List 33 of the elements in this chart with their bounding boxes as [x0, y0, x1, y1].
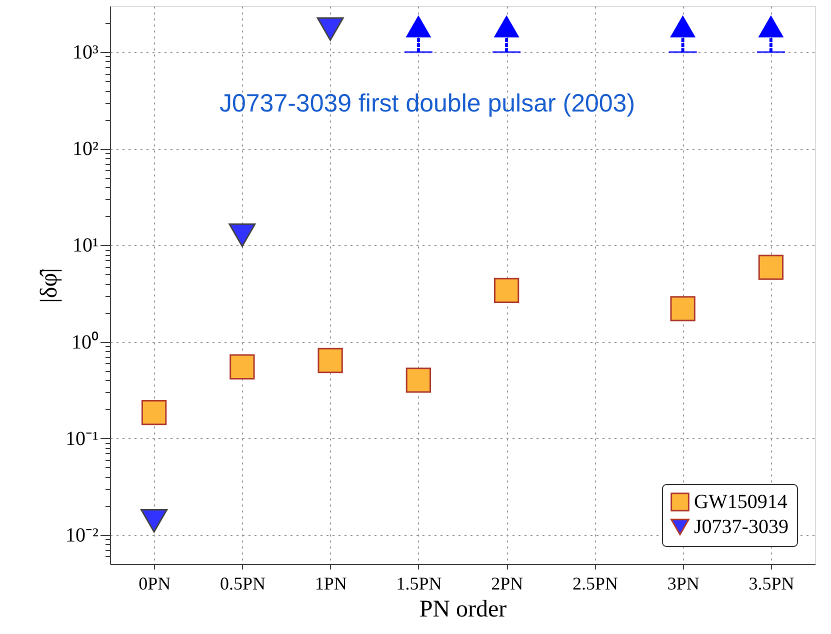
y-tick-label: 10⁻²: [66, 524, 98, 546]
y-tick-label: 10¹: [72, 234, 98, 257]
legend-label: GW150914: [694, 491, 788, 513]
point: [758, 15, 784, 38]
x-tick-label: 1.5PN: [396, 574, 442, 594]
point: [406, 368, 432, 393]
x-tick-label: 0.5PN: [220, 574, 266, 594]
x-axis-title: PN order: [419, 596, 507, 622]
point: [758, 254, 784, 280]
point: [670, 296, 696, 322]
y-tick-label: 10⁻¹: [66, 428, 98, 450]
point: [494, 278, 520, 304]
x-tick-label: 2PN: [491, 574, 524, 594]
x-tick-label: 1PN: [314, 574, 347, 594]
point: [406, 15, 432, 38]
point: [228, 223, 256, 247]
x-tick-label: 3.5PN: [748, 574, 794, 594]
y-tick-label: 10²: [72, 138, 98, 160]
point: [141, 400, 167, 426]
annotation: J0737-3039 first double pulsar (2003): [219, 90, 636, 118]
y-tick-label: 10⁰: [72, 330, 98, 354]
legend-label: J0737-3039: [694, 516, 788, 538]
point: [670, 15, 696, 38]
point: [494, 15, 520, 38]
x-tick-label: 0PN: [138, 574, 171, 594]
point: [318, 348, 343, 374]
y-axis-title: |δφ̂|: [36, 268, 63, 303]
y-tick-label: 10³: [72, 42, 98, 64]
x-tick-label: 2.5PN: [572, 574, 618, 594]
x-tick-label: 3PN: [667, 574, 700, 594]
point: [316, 17, 344, 41]
point: [230, 354, 255, 380]
point: [140, 509, 168, 533]
